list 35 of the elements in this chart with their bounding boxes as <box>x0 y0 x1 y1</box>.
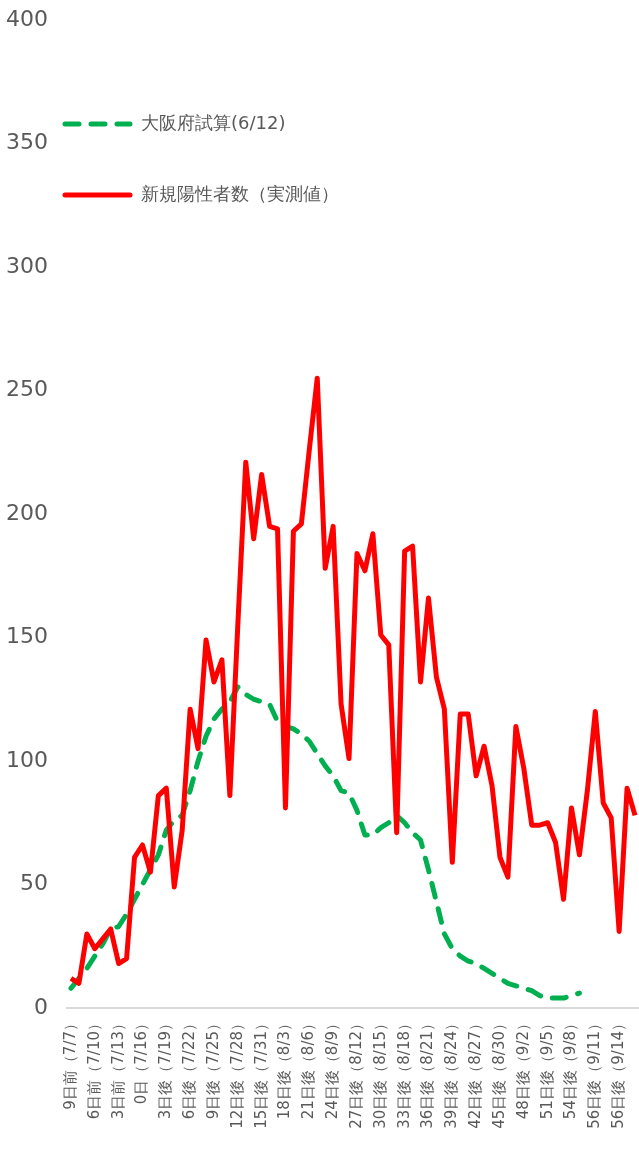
x-tick-label: 45日後（8/30） <box>489 1016 508 1129</box>
x-tick-label: 3日前（7/13） <box>108 1016 127 1120</box>
y-tick-label: 300 <box>6 252 48 278</box>
x-tick-label: 3日後（7/19） <box>156 1016 175 1120</box>
y-tick-label: 150 <box>6 623 48 649</box>
x-tick-label: 9日後（7/25） <box>203 1016 222 1120</box>
y-tick-label: 250 <box>6 376 48 402</box>
x-tick-label: 56日後（9/14） <box>609 1016 628 1129</box>
x-tick-label: 30日後（8/15） <box>370 1016 389 1129</box>
x-tick-label: 48日後（9/2） <box>513 1016 532 1120</box>
x-tick-label: 6日前（7/10） <box>84 1016 103 1120</box>
x-tick-label: 51日後（9/5） <box>537 1016 556 1120</box>
x-tick-label: 42日後（8/27） <box>466 1016 485 1129</box>
x-tick-label: 24日後（8/9） <box>323 1016 342 1120</box>
x-tick-label: 21日後（8/6） <box>299 1016 318 1120</box>
x-tick-label: 18日後（8/3） <box>275 1016 294 1120</box>
y-tick-label: 0 <box>34 993 48 1019</box>
y-tick-label: 100 <box>6 746 48 772</box>
x-tick-label: 15日後（7/31） <box>251 1016 270 1129</box>
x-tick-label: 27日後（8/12） <box>346 1016 365 1129</box>
y-tick-label: 50 <box>20 870 48 896</box>
legend-label: 大阪府試算(6/12) <box>141 111 286 133</box>
x-tick-label: 6日後（7/22） <box>180 1016 199 1120</box>
x-tick-label: 0日（7/16） <box>132 1016 151 1105</box>
x-tick-label: 33日後（8/18） <box>394 1016 413 1129</box>
y-tick-label: 400 <box>6 5 48 31</box>
legend-label: 新規陽性者数（実測値） <box>141 182 339 204</box>
x-tick-label: 36日後（8/21） <box>418 1016 437 1129</box>
y-tick-label: 200 <box>6 499 48 525</box>
x-tick-label: 54日後（9/8） <box>561 1016 580 1120</box>
x-tick-label: 9日前（7/7） <box>60 1016 79 1110</box>
y-tick-label: 350 <box>6 129 48 155</box>
x-tick-label: 12日後（7/28） <box>227 1016 246 1129</box>
x-tick-label: 56日後（9/11） <box>585 1016 604 1129</box>
x-tick-label: 39日後（8/24） <box>442 1016 461 1129</box>
